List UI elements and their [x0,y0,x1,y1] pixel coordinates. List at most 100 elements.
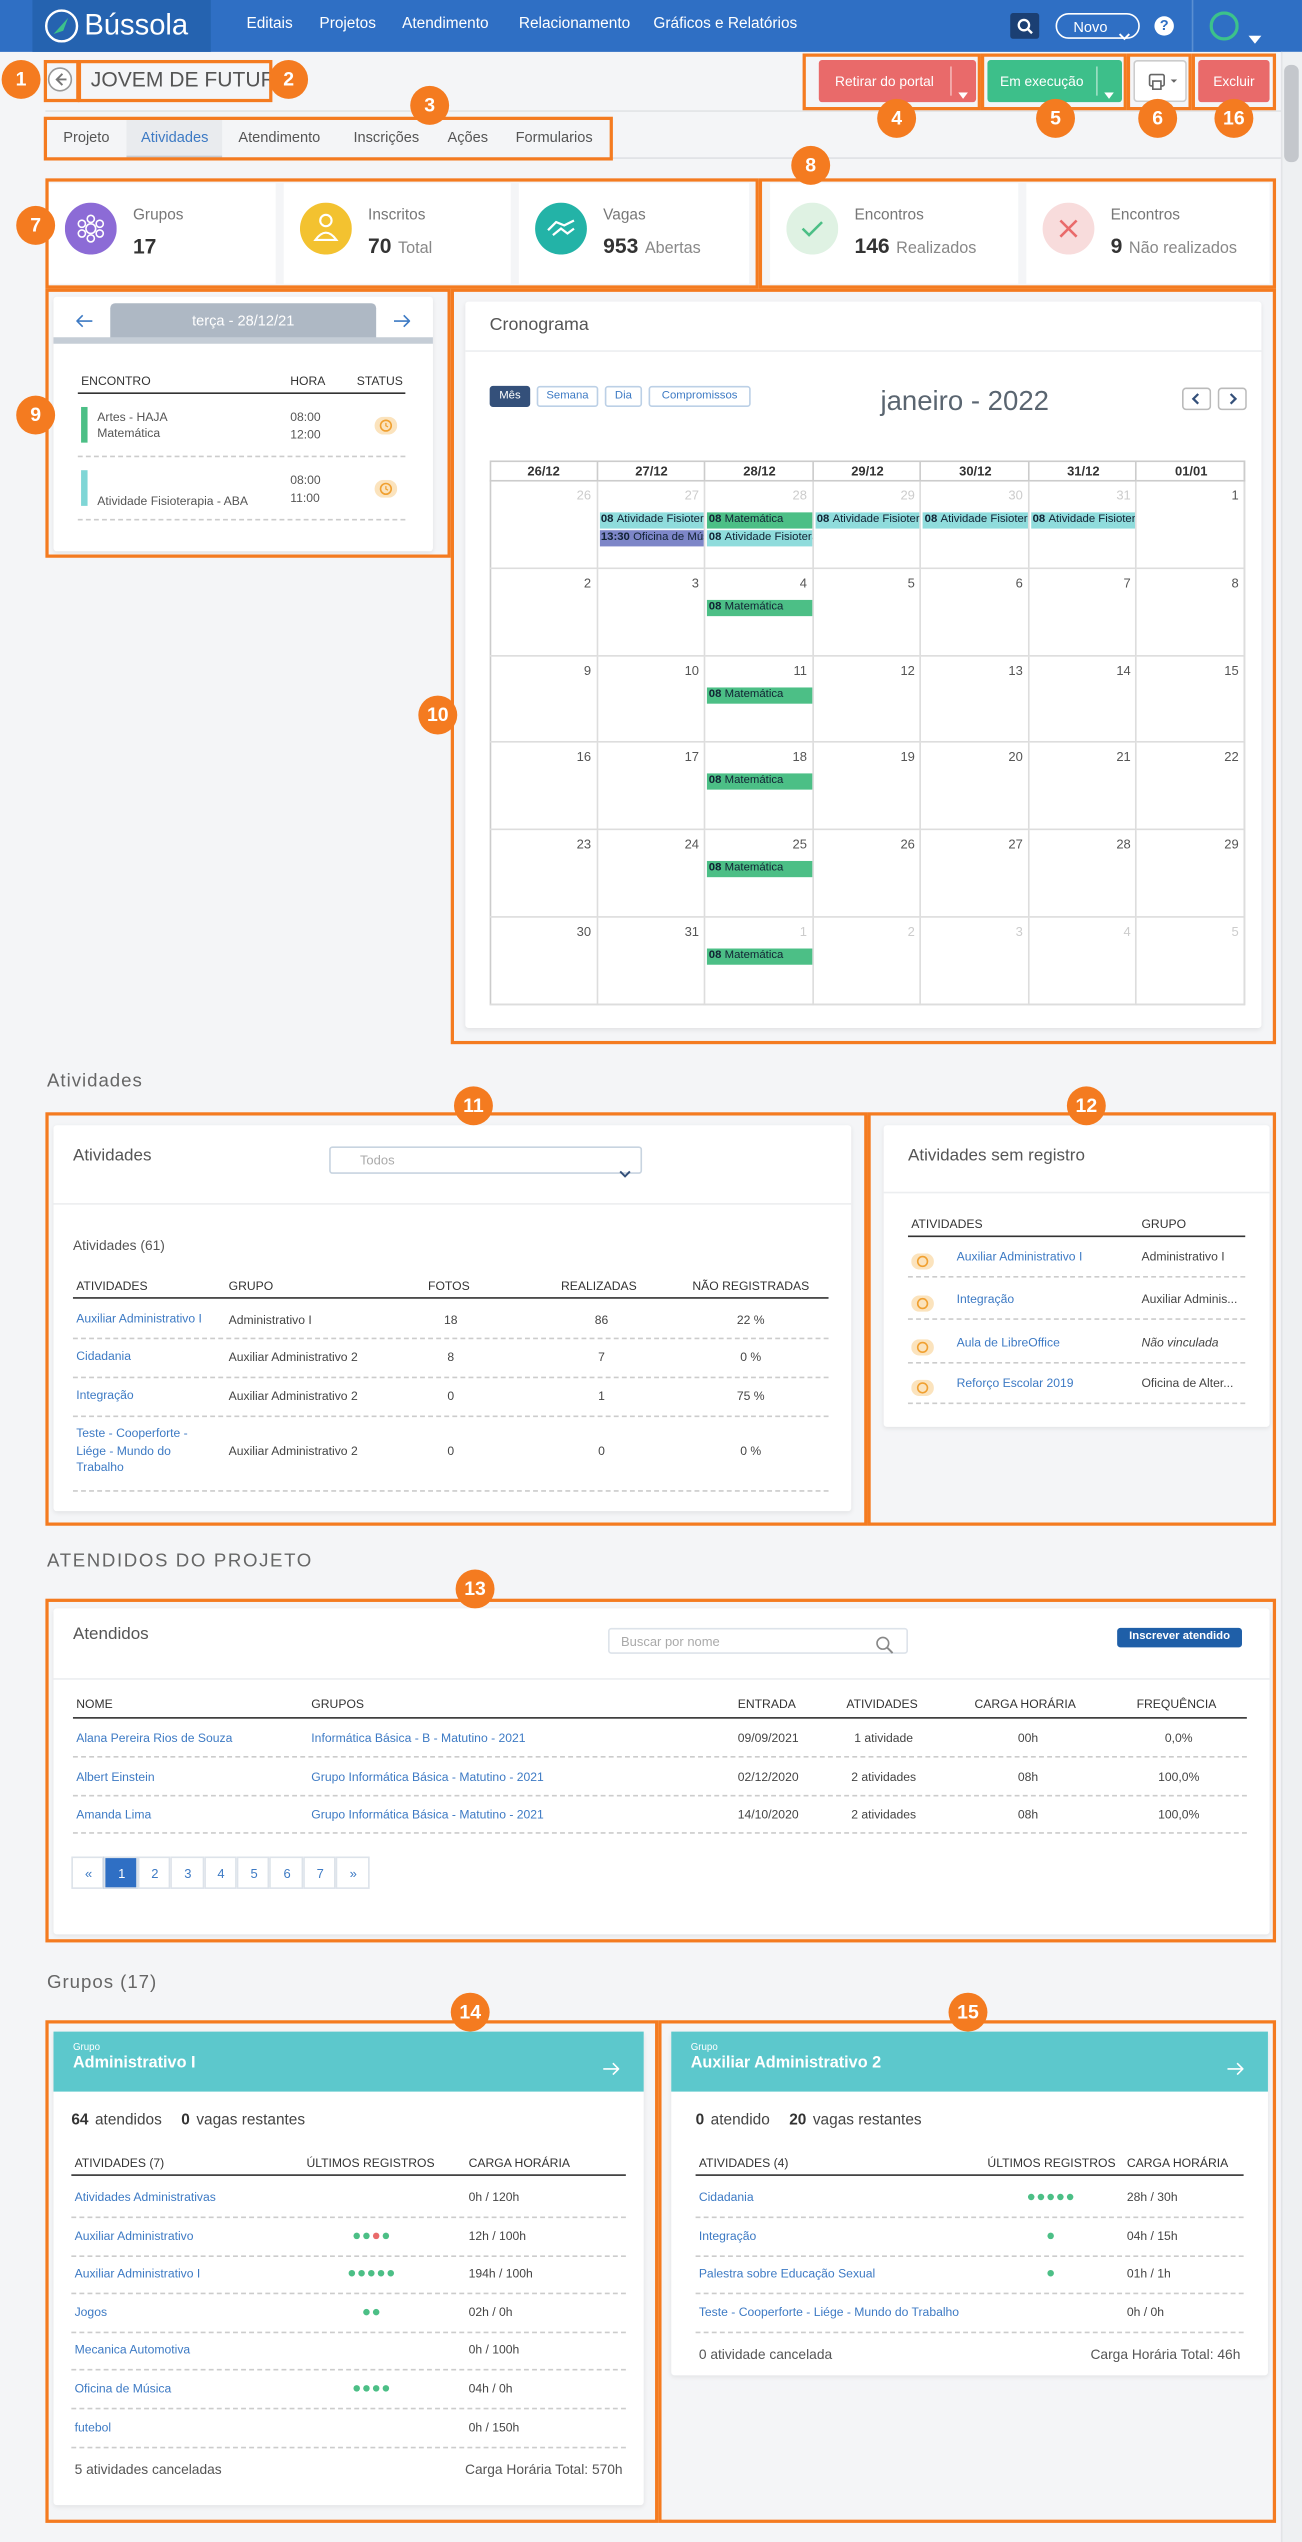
calendar-day[interactable]: 2 [489,568,598,657]
help[interactable]: ? [1159,17,1169,34]
calendar-day[interactable]: 3 [597,568,706,657]
calendar-day[interactable]: 31 [597,917,706,1005]
group-activity-link[interactable]: Jogos [74,2304,108,2320]
page-link[interactable]: 7 [302,1856,336,1889]
activity-link[interactable]: Integração [76,1387,134,1403]
group-link[interactable]: Informática Básica - B - Matutino - 2021 [311,1730,526,1746]
calendar-day[interactable]: 5 [813,568,922,657]
calendar-day[interactable]: 16 [489,743,598,831]
group-link[interactable]: Grupo Informática Básica - Matutino - 20… [311,1769,544,1785]
view-button[interactable]: Mês [489,385,531,407]
calendar-day[interactable]: 30 [489,917,598,1005]
calendar-day[interactable]: 8 [1137,568,1246,657]
calendar-day[interactable]: 15 [1137,656,1246,744]
page-link[interactable]: 6 [269,1856,303,1889]
new-button[interactable]: Novo [1055,12,1140,39]
calendar-day[interactable]: 28 [1029,830,1138,918]
calendar-day[interactable]: 12 [813,656,922,744]
enroll-button[interactable]: Inscrever atendido [1117,1627,1242,1648]
group-activity-link[interactable]: futebol [74,2419,112,2434]
calendar-day[interactable]: 14 [1029,656,1138,744]
activity-link[interactable]: Auxiliar Administrativo I [956,1249,1083,1264]
header-button[interactable]: Excluir [1198,59,1270,103]
page-link[interactable]: » [335,1856,369,1889]
page-link[interactable]: 4 [203,1856,237,1889]
tab[interactable]: Atividades [141,129,209,146]
activity-link[interactable]: Integração [956,1291,1015,1307]
page-link[interactable]: 5 [236,1856,270,1889]
calendar-day[interactable]: 19 [813,743,922,831]
group-activity-link[interactable]: Teste - Cooperforte - Liége - Mundo do T… [698,2304,960,2320]
view-button[interactable]: Dia [604,385,643,407]
page-link[interactable]: 3 [170,1856,204,1889]
calendar-day[interactable]: 1 [1137,481,1246,569]
event[interactable]: 08 Matemática [707,861,812,878]
calendar-day[interactable]: 18 08 Matemática [705,743,814,831]
nav-link[interactable]: Atendimento [402,15,489,33]
calendar-day[interactable]: 5 [1137,917,1246,1005]
activity-link[interactable]: Auxiliar Administrativo I [76,1311,202,1326]
group-activity-link[interactable]: Auxiliar Administrativo I [74,2266,201,2281]
view-button[interactable]: Semana [536,385,599,407]
group-activity-link[interactable]: Mecanica Automotiva [74,2342,191,2358]
calendar-day[interactable]: 2 [813,917,922,1005]
header-button[interactable]: Em execução [987,59,1123,103]
search-button[interactable] [1010,12,1040,39]
calendar-day[interactable]: 22 [1137,743,1246,831]
tab[interactable]: Inscrições [353,129,420,146]
calendar-day[interactable]: 23 [489,830,598,918]
calendar-day[interactable]: 1 08 Matemática [705,917,814,1005]
nav-link[interactable]: Relacionamento [518,15,631,33]
avatar[interactable] [1209,11,1239,41]
search-input[interactable]: Buscar por nome [608,1627,908,1654]
back-button[interactable] [47,66,73,92]
calendar-day[interactable]: 13 [921,656,1030,744]
prev-month[interactable] [1182,387,1212,411]
tab[interactable]: Ações [447,129,489,146]
tab[interactable]: Formularios [515,129,593,146]
next-month[interactable] [1217,387,1247,411]
help-circle[interactable] [1154,16,1174,36]
calendar-day[interactable]: 25 08 Matemática [705,830,814,918]
calendar-day[interactable]: 26 [813,830,922,918]
attendee-link[interactable]: Alana Pereira Rios de Souza [76,1730,233,1746]
attendee-link[interactable]: Albert Einstein [76,1769,155,1785]
calendar-day[interactable]: 7 [1029,568,1138,657]
calendar-day[interactable]: 9 [489,656,598,744]
activity-filter[interactable]: Todos [329,1146,643,1178]
header-button[interactable]: Retirar do portal [818,59,977,103]
group-activity-link[interactable]: Atividades Administrativas [74,2189,216,2205]
page-link[interactable]: « [71,1856,105,1889]
calendar-day[interactable]: 21 [1029,743,1138,831]
page-link[interactable]: 2 [137,1856,171,1889]
event[interactable]: 08 Matemática [707,948,812,965]
activity-link[interactable]: Aula de LibreOffice [956,1335,1060,1350]
calendar-day[interactable]: 6 [921,568,1030,657]
event[interactable]: 08 Matemática [707,774,812,791]
group-activity-link[interactable]: Auxiliar Administrativo [74,2227,194,2243]
group-activity-link[interactable]: Integração [698,2227,757,2243]
group-activity-link[interactable]: Oficina de Música [74,2381,172,2396]
calendar-day[interactable]: 26 [489,481,598,569]
print-button[interactable] [1133,59,1187,103]
calendar-day[interactable]: 11 08 Matemática [705,656,814,744]
calendar-day[interactable]: 27 [921,830,1030,918]
activity-link[interactable]: Reforço Escolar 2019 [956,1375,1074,1391]
activity-link[interactable]: Teste - Cooperforte - Liége - Mundo do T… [76,1425,188,1475]
group-activity-link[interactable]: Cidadania [698,2189,754,2205]
event[interactable]: 08 Matemática [707,599,812,616]
calendar-day[interactable]: 4 [1029,917,1138,1005]
group-header[interactable]: Grupo Auxiliar Administrativo 2 [671,2031,1268,2092]
nav-link[interactable]: Editais [246,15,293,33]
nav-link[interactable]: Projetos [319,15,376,33]
next-day[interactable] [394,306,411,328]
